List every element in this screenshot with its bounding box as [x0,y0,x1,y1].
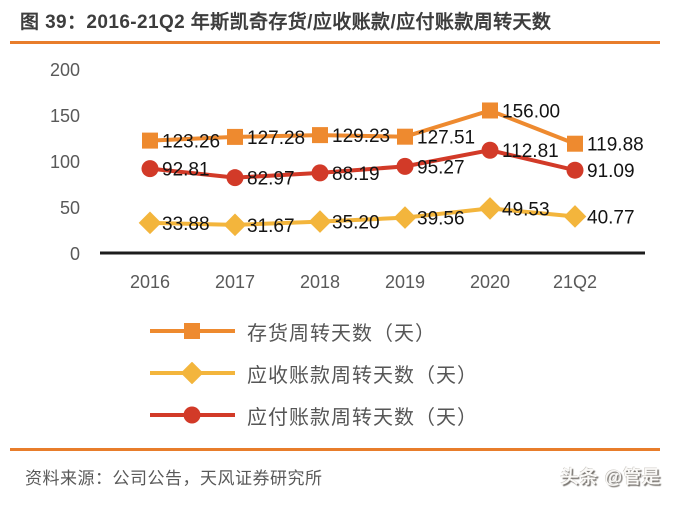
figure-title: 图 39：2016-21Q2 年斯凯奇存货/应收账款/应付账款周转天数 [20,12,552,33]
data-label: 39.56 [417,209,465,230]
series-line-diamond [149,206,576,227]
square-marker [142,132,158,149]
legend-item-payable: 应付账款周转天数（天） [150,394,675,436]
data-label: 91.09 [587,161,635,182]
diamond-marker [478,197,502,220]
data-label: 156.00 [502,101,560,122]
y-tick-label: 50 [60,198,80,218]
footer: 资料来源：公司公告，天风证券研究所 头条 @管是 [25,463,661,489]
y-tick-label: 100 [50,152,80,172]
series-line-square [149,108,576,146]
diamond-marker [223,213,247,237]
x-tick-label: 2020 [470,272,510,292]
data-label: 95.27 [417,157,465,178]
legend-item-receivable: 应收账款周转天数（天） [150,352,675,394]
data-label: 35.20 [332,213,380,234]
legend-label-inventory: 存货周转天数（天） [247,322,436,345]
square-marker [397,128,413,145]
data-label: 112.81 [502,141,559,162]
turnover-days-chart: 0 50 100 150 200 2016 2017 2018 2019 2020 21Q2 123.… [50,60,645,292]
square-marker [482,102,498,119]
series-line-circle [149,148,576,180]
data-label: 33.88 [162,214,210,235]
source-text: 资料来源：公司公告，天风证券研究所 [25,468,323,488]
data-label: 123.26 [162,132,220,153]
circle-marker [141,160,159,178]
legend-square-series-icon [150,323,235,339]
legend-label-receivable: 应收账款周转天数（天） [247,364,478,387]
circle-marker [396,157,414,175]
diamond-marker [563,205,587,228]
data-label: 40.77 [587,207,635,228]
data-label: 127.28 [247,128,305,149]
circle-marker [481,141,499,159]
y-tick-label: 150 [50,106,80,126]
x-tick-label: 2016 [130,272,170,292]
data-label: 88.19 [332,164,380,185]
x-tick-label: 21Q2 [553,272,597,292]
footer-accent-rule [10,448,660,451]
data-label: 49.53 [502,199,550,220]
chart-legend: 存货周转天数（天） 应收账款周转天数（天） 应付账款周转天数（天） [150,310,675,436]
x-tick-label: 2018 [300,272,340,292]
legend-circle-series-icon [150,406,235,424]
data-label: 119.88 [587,135,644,156]
legend-label-payable: 应付账款周转天数（天） [247,406,478,429]
y-tick-label: 0 [70,244,80,264]
circle-marker [226,169,244,187]
legend-item-inventory: 存货周转天数（天） [150,310,675,352]
diamond-marker [393,206,417,229]
circle-marker [566,161,584,179]
data-label: 92.81 [162,160,210,181]
x-tick-label: 2017 [215,272,255,292]
x-tick-label: 2019 [385,272,425,292]
data-label: 82.97 [247,169,295,190]
circle-marker [311,164,329,182]
page-root: 图 39：2016-21Q2 年斯凯奇存货/应收账款/应付账款周转天数 0 50 1… [0,10,675,489]
watermark-text: 头条 @管是 [560,467,661,487]
square-marker [227,128,243,145]
y-tick-label: 200 [50,60,80,80]
diamond-marker [308,210,332,233]
data-label: 127.51 [417,128,475,149]
data-label: 31.67 [247,216,295,237]
square-marker [567,135,583,152]
legend-diamond-series-icon [150,362,235,384]
square-marker [312,127,328,144]
data-label: 129.23 [332,126,390,147]
diamond-marker [138,211,162,235]
title-accent-rule [10,41,660,44]
